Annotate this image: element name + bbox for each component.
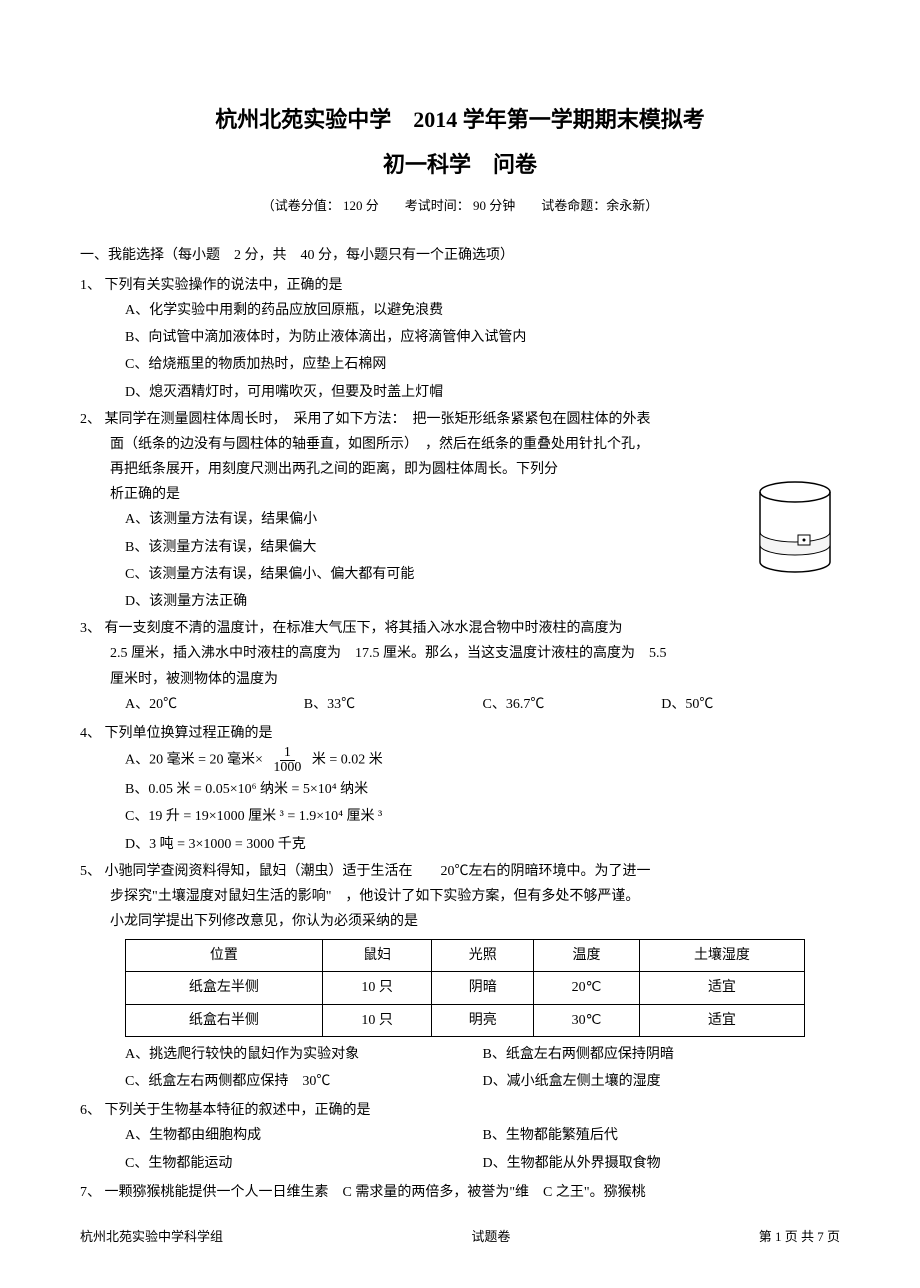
td: 明亮: [432, 1004, 534, 1036]
q4-option-b: B、0.05 米 = 0.05×10⁶ 纳米 = 5×10⁴ 纳米: [125, 777, 840, 802]
q5-table: 位置 鼠妇 光照 温度 土壤湿度 纸盒左半侧 10 只 阴暗 20℃ 适宜 纸盒…: [125, 939, 805, 1037]
section-1-header: 一、我能选择（每小题 2 分，共 40 分，每小题只有一个正确选项）: [80, 243, 840, 268]
q2-text3: 再把纸条展开，用刻度尺测出两孔之间的距离，即为圆柱体周长。下列分: [80, 457, 840, 482]
question-2: 2、 某同学在测量圆柱体周长时， 采用了如下方法： 把一张矩形纸条紧紧包在圆柱体…: [80, 407, 840, 615]
td: 纸盒右半侧: [126, 1004, 323, 1036]
q3-num: 3、: [80, 621, 101, 636]
td: 20℃: [534, 972, 640, 1004]
q1-text: 下列有关实验操作的说法中，正确的是: [105, 278, 343, 293]
q3-text1: 有一支刻度不清的温度计，在标准大气压下，将其插入冰水混合物中时液柱的高度为: [105, 621, 623, 636]
td: 适宜: [639, 972, 804, 1004]
q2-text2: 面（纸条的边没有与圆柱体的轴垂直，如图所示） ，然后在纸条的重叠处用针扎个孔，: [80, 432, 840, 457]
q4-option-a: A、20 毫米 = 20 毫米× 1 1000 米 = 0.02 米: [125, 746, 840, 775]
q1-option-b: B、向试管中滴加液体时，为防止液体滴出，应将滴管伸入试管内: [125, 325, 840, 350]
title-sub: 初一科学 问卷: [80, 145, 840, 185]
q1-option-c: C、给烧瓶里的物质加热时，应垫上石棉网: [125, 352, 840, 377]
q2-text1: 某同学在测量圆柱体周长时， 采用了如下方法： 把一张矩形纸条紧紧包在圆柱体的外表: [105, 412, 651, 427]
q3-text3: 厘米时，被测物体的温度为: [80, 667, 840, 692]
q3-option-c: C、36.7℃: [483, 692, 662, 717]
th-shufu: 鼠妇: [322, 940, 432, 972]
q7-text: 一颗猕猴桃能提供一个人一日维生素 C 需求量的两倍多，被誉为"维 C 之王"。猕…: [105, 1185, 646, 1200]
q5-option-c: C、纸盒左右两侧都应保持 30℃: [125, 1069, 483, 1094]
q6-text: 下列关于生物基本特征的叙述中，正确的是: [105, 1103, 371, 1118]
q5-text2: 步探究"土壤湿度对鼠妇生活的影响" ，他设计了如下实验方案，但有多处不够严谨。: [80, 884, 840, 909]
question-1: 1、 下列有关实验操作的说法中，正确的是 A、化学实验中用剩的药品应放回原瓶，以…: [80, 273, 840, 405]
q1-num: 1、: [80, 278, 101, 293]
q4-a-fraction: 1 1000: [269, 746, 305, 775]
q2-option-b: B、该测量方法有误，结果偏大: [125, 535, 840, 560]
td: 30℃: [534, 1004, 640, 1036]
q5-option-b: B、纸盒左右两侧都应保持阴暗: [483, 1042, 841, 1067]
q1-option-a: A、化学实验中用剩的药品应放回原瓶，以避免浪费: [125, 298, 840, 323]
q4-text: 下列单位换算过程正确的是: [105, 726, 273, 741]
td: 10 只: [322, 972, 432, 1004]
td: 纸盒左半侧: [126, 972, 323, 1004]
q1-option-d: D、熄灭酒精灯时，可用嘴吹灭，但要及时盖上灯帽: [125, 380, 840, 405]
q6-num: 6、: [80, 1103, 101, 1118]
table-row: 纸盒右半侧 10 只 明亮 30℃ 适宜: [126, 1004, 805, 1036]
q4-num: 4、: [80, 726, 101, 741]
question-6: 6、 下列关于生物基本特征的叙述中，正确的是 A、生物都由细胞构成 B、生物都能…: [80, 1098, 840, 1178]
q3-option-a: A、20℃: [125, 692, 304, 717]
td: 阴暗: [432, 972, 534, 1004]
q2-num: 2、: [80, 412, 101, 427]
footer-left: 杭州北苑实验中学科学组: [80, 1225, 223, 1248]
q4-option-c: C、19 升 = 19×1000 厘米 ³ = 1.9×10⁴ 厘米 ³: [125, 804, 840, 829]
q5-num: 5、: [80, 864, 101, 879]
q4-a-prefix: A、20 毫米 = 20 毫米×: [125, 753, 263, 768]
q5-option-a: A、挑选爬行较快的鼠妇作为实验对象: [125, 1042, 483, 1067]
q2-option-c: C、该测量方法有误，结果偏小、偏大都有可能: [125, 562, 840, 587]
q4-a-denominator: 1000: [269, 761, 305, 775]
question-7: 7、 一颗猕猴桃能提供一个人一日维生素 C 需求量的两倍多，被誉为"维 C 之王…: [80, 1180, 840, 1205]
q6-option-b: B、生物都能繁殖后代: [483, 1123, 841, 1148]
th-humidity: 土壤湿度: [639, 940, 804, 972]
td: 适宜: [639, 1004, 804, 1036]
q2-text4: 析正确的是: [80, 482, 840, 507]
th-temp: 温度: [534, 940, 640, 972]
q5-text1: 小驰同学查阅资料得知，鼠妇（潮虫）适于生活在 20℃左右的阴暗环境中。为了进一: [105, 864, 651, 879]
q5-text3: 小龙同学提出下列修改意见，你认为必须采纳的是: [80, 909, 840, 934]
footer-right: 第 1 页 共 7 页: [759, 1225, 840, 1248]
cylinder-diagram: [750, 477, 840, 577]
question-4: 4、 下列单位换算过程正确的是 A、20 毫米 = 20 毫米× 1 1000 …: [80, 721, 840, 857]
table-row: 纸盒左半侧 10 只 阴暗 20℃ 适宜: [126, 972, 805, 1004]
q4-option-d: D、3 吨 = 3×1000 = 3000 千克: [125, 832, 840, 857]
q4-a-suffix: 米 = 0.02 米: [312, 753, 383, 768]
q4-a-numerator: 1: [280, 746, 295, 761]
table-header-row: 位置 鼠妇 光照 温度 土壤湿度: [126, 940, 805, 972]
exam-info: （试卷分值： 120 分 考试时间： 90 分钟 试卷命题：余永新）: [80, 194, 840, 217]
td: 10 只: [322, 1004, 432, 1036]
title-main: 杭州北苑实验中学 2014 学年第一学期期末模拟考: [80, 100, 840, 140]
q6-option-c: C、生物都能运动: [125, 1151, 483, 1176]
q2-option-d: D、该测量方法正确: [125, 589, 840, 614]
q6-option-a: A、生物都由细胞构成: [125, 1123, 483, 1148]
question-5: 5、 小驰同学查阅资料得知，鼠妇（潮虫）适于生活在 20℃左右的阴暗环境中。为了…: [80, 859, 840, 1097]
question-3: 3、 有一支刻度不清的温度计，在标准大气压下，将其插入冰水混合物中时液柱的高度为…: [80, 616, 840, 719]
th-position: 位置: [126, 940, 323, 972]
page-footer: 杭州北苑实验中学科学组 试题卷 第 1 页 共 7 页: [80, 1225, 840, 1248]
q3-option-d: D、50℃: [661, 692, 840, 717]
q3-text2: 2.5 厘米，插入沸水中时液柱的高度为 17.5 厘米。那么，当这支温度计液柱的…: [80, 641, 840, 666]
q7-num: 7、: [80, 1185, 101, 1200]
q6-option-d: D、生物都能从外界摄取食物: [483, 1151, 841, 1176]
th-light: 光照: [432, 940, 534, 972]
q5-option-d: D、减小纸盒左侧土壤的湿度: [483, 1069, 841, 1094]
q3-option-b: B、33℃: [304, 692, 483, 717]
footer-center: 试题卷: [471, 1225, 510, 1248]
q2-option-a: A、该测量方法有误，结果偏小: [125, 507, 840, 532]
